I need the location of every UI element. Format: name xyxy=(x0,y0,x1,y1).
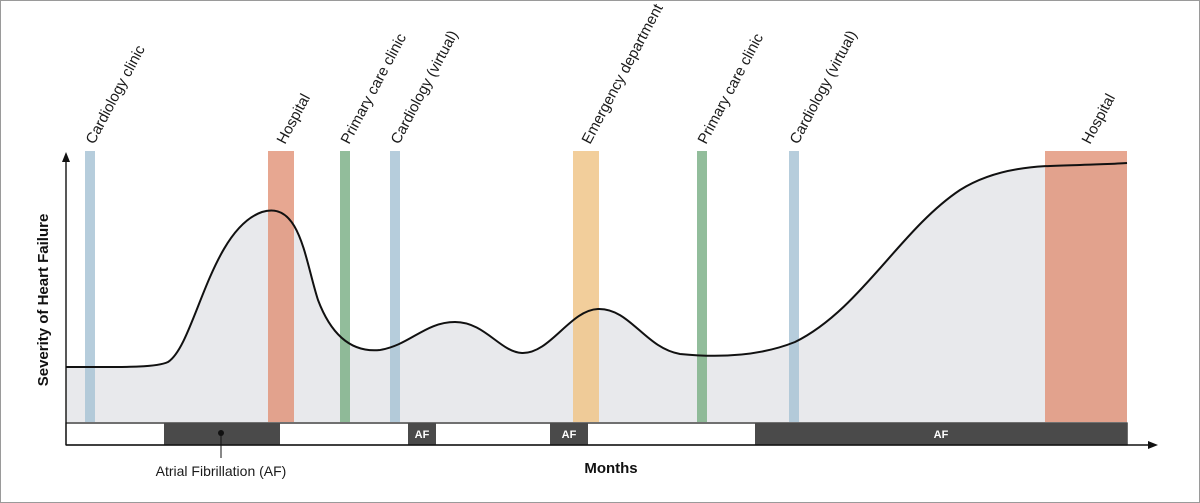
encounter-band-6 xyxy=(697,151,707,422)
encounter-band-5 xyxy=(573,151,599,422)
y-axis-arrow-icon xyxy=(62,152,70,162)
af-episode-bar-3 xyxy=(550,423,588,445)
af-legend-label: Atrial Fibrillation (AF) xyxy=(156,463,287,479)
encounter-band-4 xyxy=(390,151,400,422)
encounter-label-6: Primary care clinic xyxy=(695,30,768,147)
y-axis-title: Severity of Heart Failure xyxy=(35,214,52,387)
x-axis-title: Months xyxy=(584,460,637,477)
af-episode-bar-4 xyxy=(755,423,1127,445)
encounter-label-5: Emergency department xyxy=(579,1,668,147)
encounter-labels: Cardiology clinic Hospital Primary care cl… xyxy=(83,1,1119,147)
encounter-bands xyxy=(85,151,1127,422)
encounter-band-8 xyxy=(1045,151,1127,422)
x-axis-arrow-icon xyxy=(1148,441,1158,449)
encounter-band-1 xyxy=(85,151,95,422)
encounter-label-1: Cardiology clinic xyxy=(83,42,150,147)
af-episode-label-3: AF xyxy=(562,429,577,441)
encounter-band-7 xyxy=(789,151,799,422)
severity-curve xyxy=(65,162,1128,369)
encounter-label-8: Hospital xyxy=(1079,91,1119,147)
legend-marker-dot xyxy=(218,430,224,436)
severity-area xyxy=(66,163,1127,422)
af-episode-label-4: AF xyxy=(934,429,949,441)
af-episode-bar-2 xyxy=(408,423,436,445)
af-episode-label-2: AF xyxy=(415,429,430,441)
af-episodes: AF AF AF xyxy=(164,423,1127,445)
encounter-band-2 xyxy=(268,151,294,422)
encounter-label-2: Hospital xyxy=(274,91,314,147)
encounter-band-3 xyxy=(340,151,350,422)
encounter-label-7: Cardiology (virtual) xyxy=(787,28,861,147)
